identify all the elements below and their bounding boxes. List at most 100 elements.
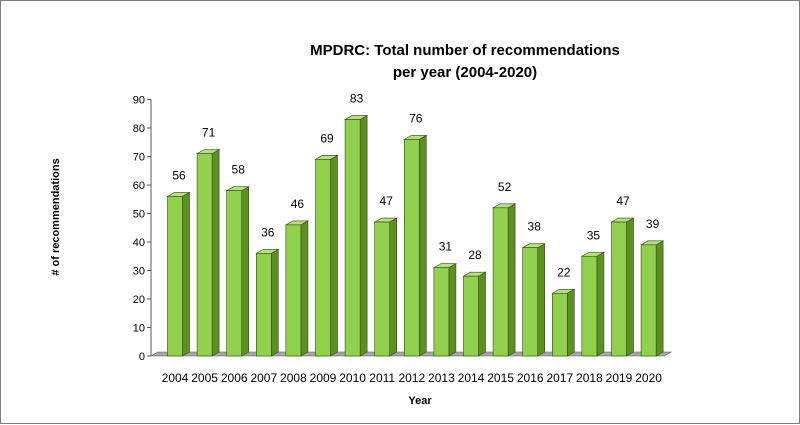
x-tick-label: 2004 [162,371,189,385]
y-tick-label: 40 [133,237,145,249]
x-tick-label: 2012 [398,371,425,385]
x-tick-label: 2018 [576,371,603,385]
bar-2010 [343,114,369,357]
bar-side [241,186,249,357]
bar-2016 [521,243,546,357]
data-label: 22 [557,265,571,279]
bar-2015 [491,203,517,357]
bar-side [270,248,279,357]
y-tick-label: 50 [133,209,145,221]
bar-2004 [166,191,191,357]
x-tick-label: 2009 [310,371,337,385]
bar-side [596,251,605,357]
bar-front [463,275,479,357]
bar-front [344,119,361,357]
bar-side [448,263,457,357]
bar-side [537,243,546,357]
data-label: 38 [528,220,542,234]
data-label: 46 [291,197,305,211]
x-tick-label: 2016 [517,371,544,385]
bar-2019 [610,217,635,357]
chart-title-line1: MPDRC: Total number of recommendations [310,42,620,59]
x-tick-label: 2008 [280,371,307,385]
data-label: 52 [498,180,512,194]
data-label: 47 [380,194,394,208]
x-tick-labels: 2004 2005 2006 2007 2008 2009 2010 2011 2012 2013… [162,371,663,385]
bar-front [374,221,391,357]
bar-2009 [314,154,339,357]
data-label: 47 [616,194,630,208]
y-tick-labels: 0 10 20 30 40 50 60 70 80 90 [133,95,151,363]
y-tick-label: 60 [133,180,145,192]
data-label: 71 [202,126,216,140]
data-label: 35 [587,228,601,242]
bar-2011 [373,217,398,357]
bar-side [182,191,190,357]
bar-2005 [195,149,221,357]
y-tick-label: 80 [133,123,145,135]
bar-side [211,149,220,357]
x-tick-label: 2007 [250,371,277,385]
bars [166,114,665,357]
bar-2006 [225,186,250,357]
bar-front [611,221,627,357]
bar-front [433,267,450,357]
bar-front [315,159,331,357]
x-tick-label: 2014 [458,371,485,385]
bar-front [551,292,568,357]
data-label: 56 [172,168,186,182]
data-label: 76 [409,111,423,125]
bar-side [507,203,516,357]
bar-2017 [551,288,576,357]
data-label: 58 [232,163,246,177]
bar-front [167,196,183,357]
bar-side [389,217,398,357]
bar-front [522,247,539,357]
bar-front [581,255,598,357]
data-labels: 56 71 58 36 46 69 83 47 76 31 28 52 38 22 35 47 39 [172,91,659,279]
bar-side [418,134,427,357]
bar-2018 [580,251,606,357]
data-label: 28 [468,248,482,262]
x-tick-label: 2013 [428,371,455,385]
bar-front [256,253,272,357]
x-tick-label: 2015 [487,371,514,385]
bar-2012 [403,134,428,357]
data-label: 36 [261,225,275,239]
x-tick-label: 2005 [191,371,218,385]
bar-side [626,217,634,357]
data-label: 83 [350,91,364,105]
bar-2014 [462,271,487,357]
bar-front [403,139,420,357]
bar-2008 [284,220,310,357]
bar-side [300,220,309,357]
bar-side [359,114,368,357]
x-tick-label: 2019 [606,371,633,385]
bar-2013 [432,263,458,357]
y-axis-label: # of recommendations [50,158,62,275]
y-tick-label: 70 [133,152,145,164]
bar-side [478,271,486,357]
chart-title-line2: per year (2004-2020) [393,64,537,81]
bar-front [226,190,242,357]
bar-side [566,288,575,357]
x-axis-label: Year [408,395,432,407]
x-tick-label: 2017 [546,371,573,385]
bar-2020 [639,240,665,357]
data-label: 31 [439,240,453,254]
y-tick-label: 0 [139,351,145,363]
y-tick-label: 90 [133,95,145,107]
bar-front [196,153,213,357]
y-tick-label: 10 [133,323,145,335]
bar-2007 [255,248,280,357]
data-label: 69 [320,131,334,145]
bar-front [285,224,302,357]
bar-front [640,244,657,357]
x-tick-label: 2020 [635,371,662,385]
y-tick-label: 30 [133,266,145,278]
y-tick-label: 20 [133,294,145,306]
x-tick-label: 2011 [369,371,395,385]
data-label: 39 [646,217,660,231]
